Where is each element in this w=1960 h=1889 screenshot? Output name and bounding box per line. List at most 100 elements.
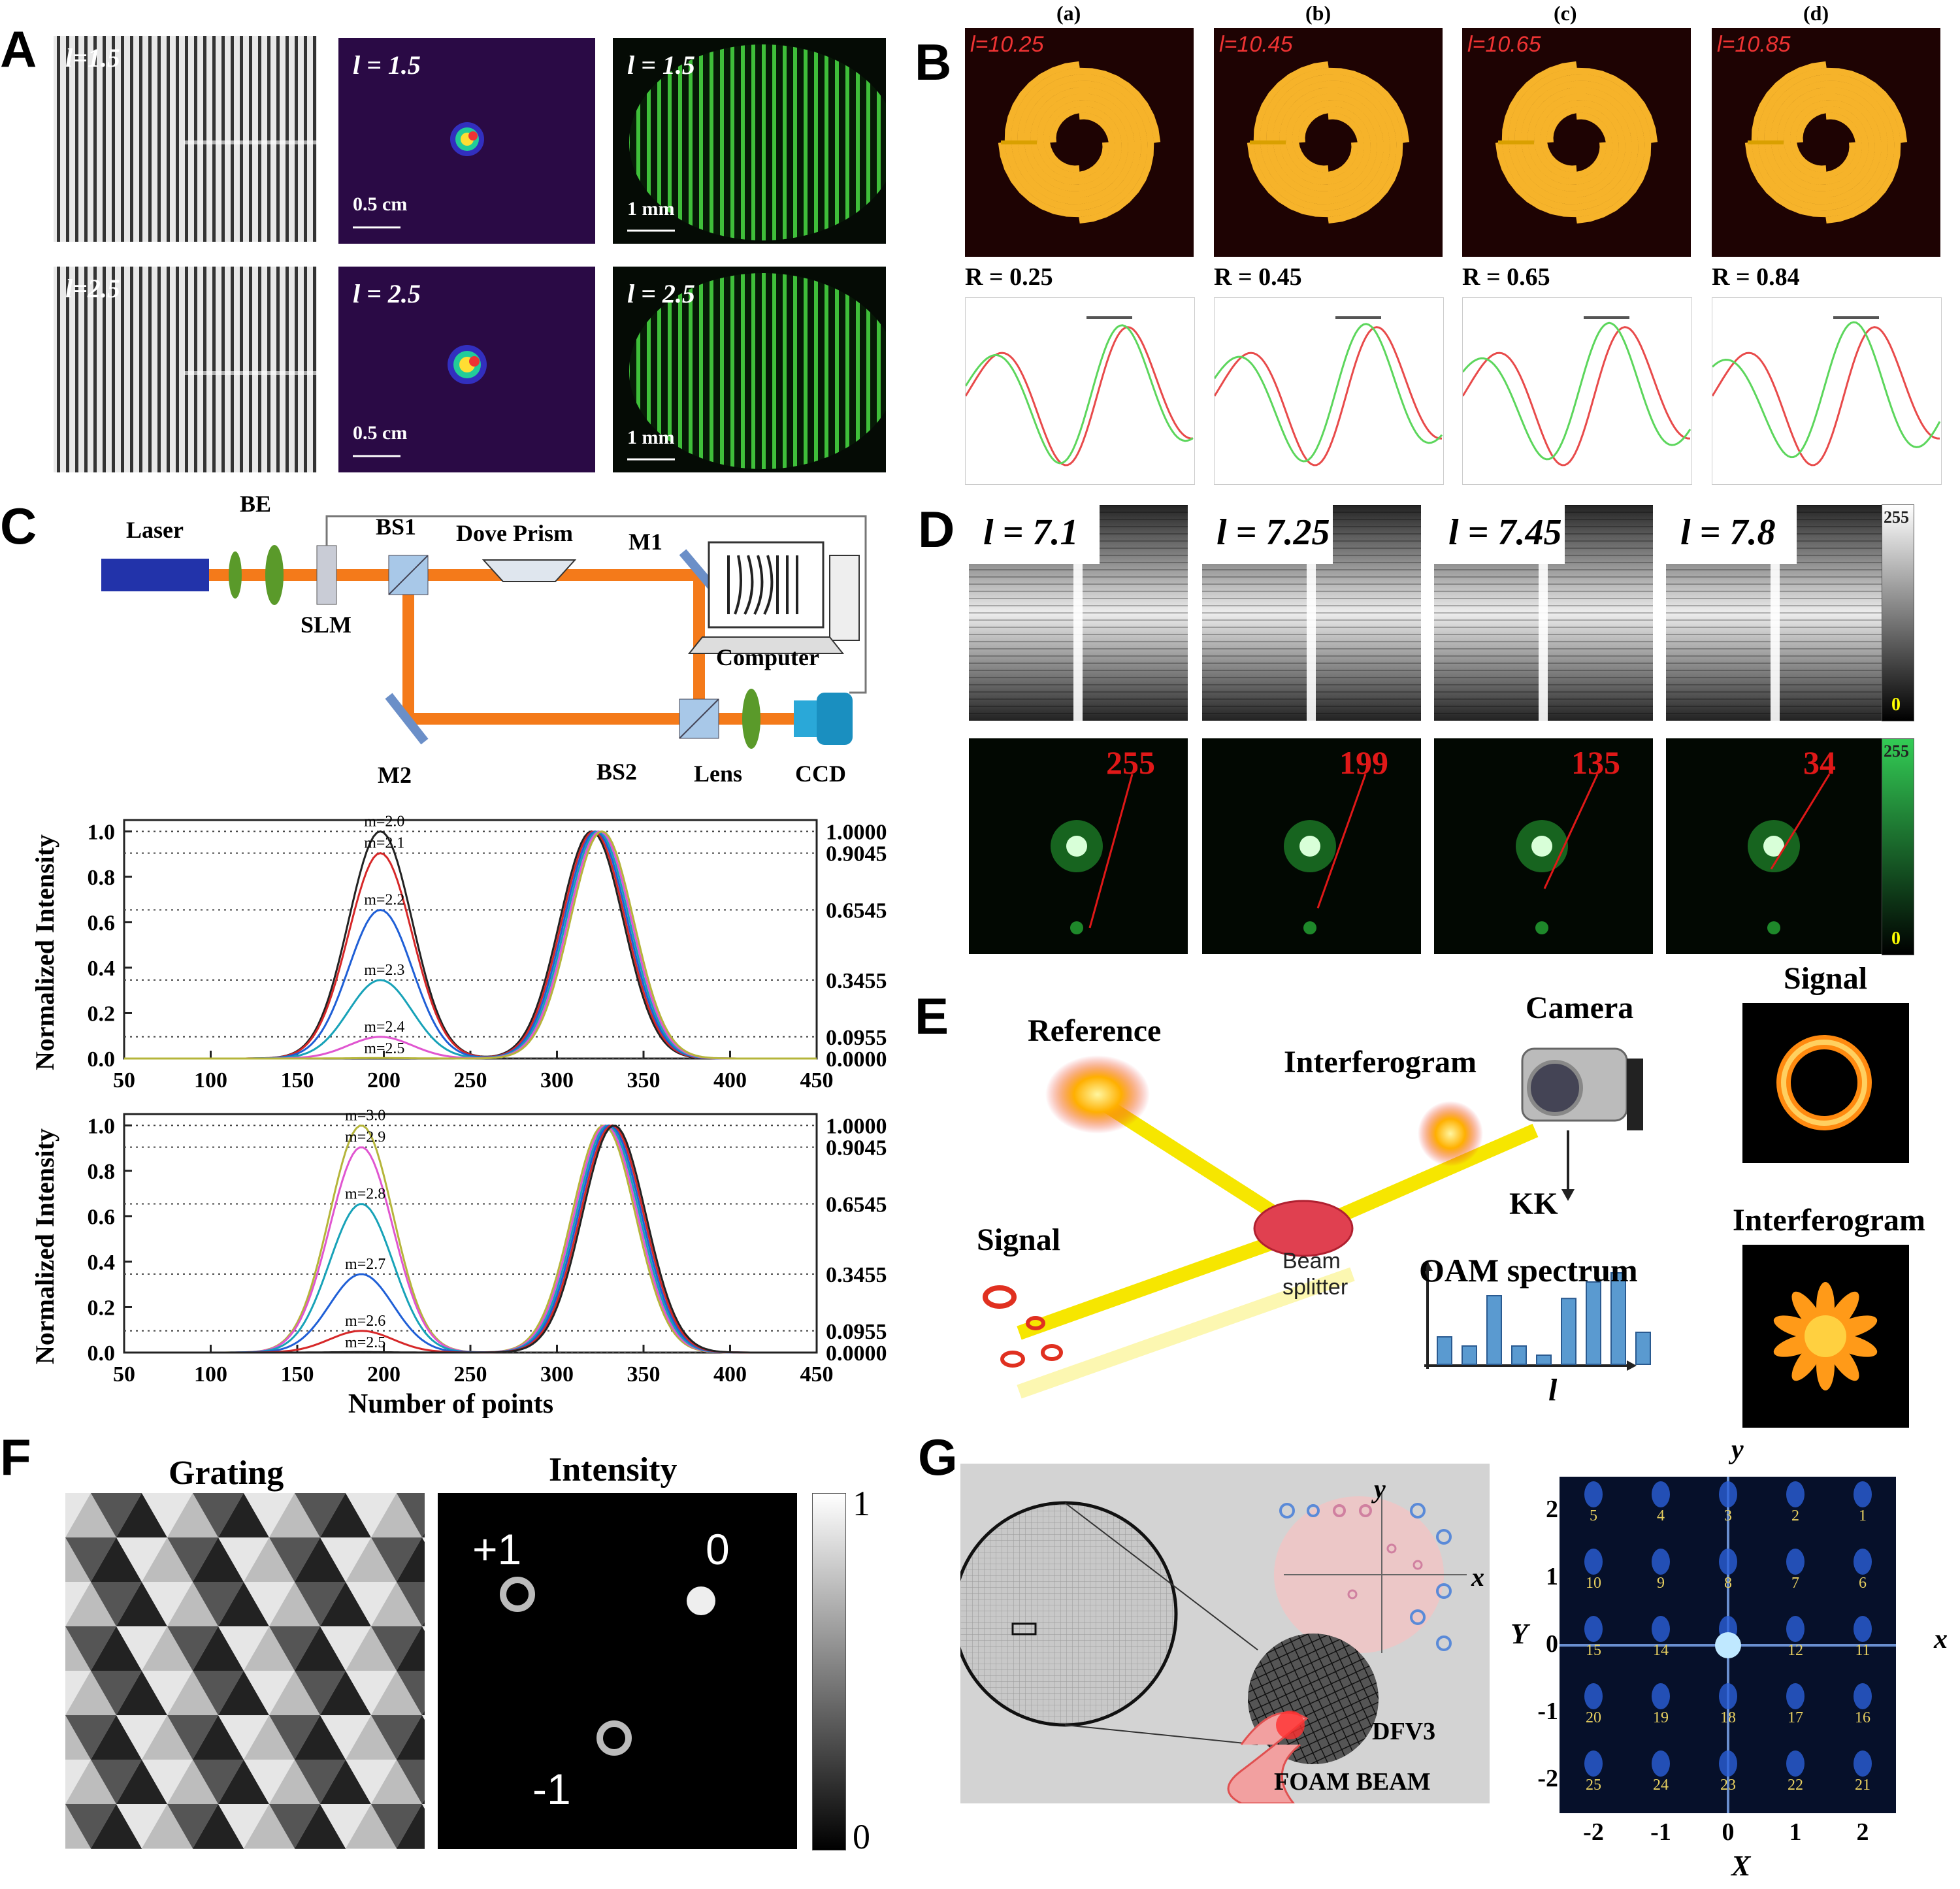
green-scale-1: 1 mm bbox=[627, 198, 675, 220]
grid-cell-number: 14 bbox=[1653, 1642, 1669, 1659]
grid-cell-number: 3 bbox=[1724, 1507, 1732, 1524]
y-tick-label: 0.0 bbox=[88, 1341, 116, 1366]
panel-letter-e: E bbox=[915, 987, 949, 1045]
beam-scale-2: 0.5 cm bbox=[353, 422, 408, 444]
ccd-label: CCD bbox=[795, 761, 846, 787]
green-spot-svg bbox=[1051, 774, 1134, 934]
m2-label: M2 bbox=[378, 762, 412, 788]
green-image-1: l = 1.5 1 mm bbox=[613, 38, 886, 244]
grid-x-axis-label: x bbox=[1934, 1624, 1948, 1654]
beam-scale-1: 0.5 cm bbox=[353, 193, 408, 215]
bs2-label: BS2 bbox=[596, 759, 638, 785]
oam-spectrum-label: OAM spectrum bbox=[1419, 1252, 1638, 1289]
y-axis-label: Normalized Intensity bbox=[30, 1128, 59, 1364]
grid-y-axis-label: y bbox=[1731, 1435, 1744, 1465]
y-tick-label: 1.0 bbox=[88, 1114, 116, 1138]
oam-measurement-diagram bbox=[983, 1047, 1651, 1399]
oam-bar bbox=[1462, 1345, 1477, 1365]
spiral-l-label: l=10.45 bbox=[1219, 32, 1293, 57]
label-box bbox=[969, 505, 1100, 564]
green-spot-image: 199 bbox=[1202, 738, 1421, 954]
wave-plot bbox=[1462, 297, 1692, 485]
label-box bbox=[1434, 505, 1565, 564]
y-tick-label: 0.6 bbox=[88, 1205, 116, 1229]
right-tick-label: 0.3455 bbox=[826, 1263, 887, 1287]
mirror-icon bbox=[385, 693, 429, 745]
y-tick-label: 0.2 bbox=[88, 1002, 116, 1026]
green-colorbar: 255 0 bbox=[1882, 738, 1914, 955]
zoom-circle bbox=[952, 1501, 1178, 1727]
beam-image-1: l = 1.5 0.5 cm bbox=[338, 38, 595, 244]
gray-lines-svg bbox=[1434, 505, 1653, 721]
green-value-label: 135 bbox=[1571, 744, 1620, 781]
chart-c-bottom: 1.0000 0.9045 0.6545 0.3455 0.0955 0.0000 0.0 0… bbox=[20, 1098, 895, 1419]
green-fringes-svg-1 bbox=[627, 44, 886, 240]
x-tick-label: 50 bbox=[113, 1068, 135, 1091]
grid-cell-number: 23 bbox=[1720, 1777, 1736, 1794]
x-tick-label: 200 bbox=[367, 1068, 400, 1091]
grid-cell-number: 4 bbox=[1657, 1507, 1665, 1524]
grid-cell-number: 16 bbox=[1855, 1709, 1870, 1726]
signal-label: Signal bbox=[977, 1223, 1061, 1257]
x-tick-label: 100 bbox=[194, 1362, 227, 1387]
right-tick-label: 0.0000 bbox=[826, 1047, 887, 1072]
gray-colorbar-bottom: 0 bbox=[1891, 695, 1901, 715]
grating-label-2: l=2.5 bbox=[65, 274, 120, 303]
x-tick-label: 100 bbox=[194, 1068, 227, 1091]
y-tick-label: 0.4 bbox=[88, 957, 116, 981]
grid-x-tick: -1 bbox=[1650, 1818, 1671, 1846]
grid-cell-number: 12 bbox=[1788, 1642, 1803, 1659]
x-tick-label: 350 bbox=[627, 1068, 661, 1091]
spiral-l-label: l=10.85 bbox=[1717, 32, 1791, 57]
series-line bbox=[124, 1125, 817, 1354]
order-0: 0 bbox=[706, 1525, 730, 1573]
oam-axis-label: l bbox=[1548, 1373, 1558, 1407]
green-spot-image: 135 bbox=[1434, 738, 1653, 954]
x-tick-label: 50 bbox=[113, 1362, 135, 1387]
lens-icon bbox=[742, 689, 760, 749]
computer-label: Computer bbox=[716, 644, 819, 670]
grid-cell-number: 22 bbox=[1788, 1777, 1803, 1794]
panel-letter-g: G bbox=[918, 1428, 958, 1486]
grid-cell-number: 15 bbox=[1586, 1642, 1601, 1659]
beam-splitter-icon bbox=[1253, 1200, 1354, 1257]
right-tick-label: 0.9045 bbox=[826, 1136, 887, 1160]
r-label: R = 0.84 bbox=[1712, 263, 1800, 291]
x-tick-label: 300 bbox=[540, 1362, 574, 1387]
y-tick-label: 0.8 bbox=[88, 866, 116, 890]
panel-letter-c: C bbox=[0, 497, 37, 555]
right-tick-label: 0.0955 bbox=[826, 1026, 887, 1050]
curve-label: m=2.5 bbox=[345, 1334, 385, 1351]
curve-label: m=2.8 bbox=[345, 1185, 385, 1202]
gray-l-label: l = 7.1 bbox=[983, 512, 1079, 553]
series-line bbox=[124, 830, 817, 1060]
beam-splitter-label: Beam splitter bbox=[1282, 1249, 1348, 1300]
order-plus-1: +1 bbox=[472, 1525, 522, 1573]
curve-label: m=2.1 bbox=[364, 835, 404, 852]
grid-x-tick: -2 bbox=[1583, 1818, 1604, 1846]
grid-cell-number: 11 bbox=[1855, 1642, 1870, 1659]
x-tick-label: 450 bbox=[800, 1362, 834, 1387]
gray-colorbar-top: 255 bbox=[1884, 508, 1909, 527]
interferogram-burst-icon bbox=[1418, 1101, 1483, 1166]
green-spot-image: 34 bbox=[1666, 738, 1885, 954]
series-line bbox=[124, 1125, 817, 1354]
right-tick-label: 0.6545 bbox=[826, 1192, 887, 1217]
intensity-colorbar bbox=[812, 1493, 846, 1850]
x-tick-label: 350 bbox=[627, 1362, 661, 1387]
side-interferogram-label: Interferogram bbox=[1733, 1203, 1925, 1238]
oam-bar bbox=[1536, 1355, 1552, 1365]
series-line bbox=[124, 830, 817, 1060]
spiral-svg bbox=[1247, 61, 1410, 224]
r-label: R = 0.65 bbox=[1462, 263, 1550, 291]
spiral-image: l=10.25 bbox=[965, 28, 1194, 257]
y-tick-label: 0.6 bbox=[88, 911, 116, 935]
bs1-label: BS1 bbox=[376, 514, 417, 540]
green-spot-svg bbox=[1748, 774, 1831, 934]
grid-cell-number: 19 bbox=[1653, 1709, 1669, 1726]
green-value-label: 199 bbox=[1339, 744, 1388, 781]
grid-cell-number: 5 bbox=[1590, 1507, 1597, 1524]
column-header: (b) bbox=[1305, 1, 1331, 25]
order-minus-1: -1 bbox=[532, 1765, 571, 1813]
